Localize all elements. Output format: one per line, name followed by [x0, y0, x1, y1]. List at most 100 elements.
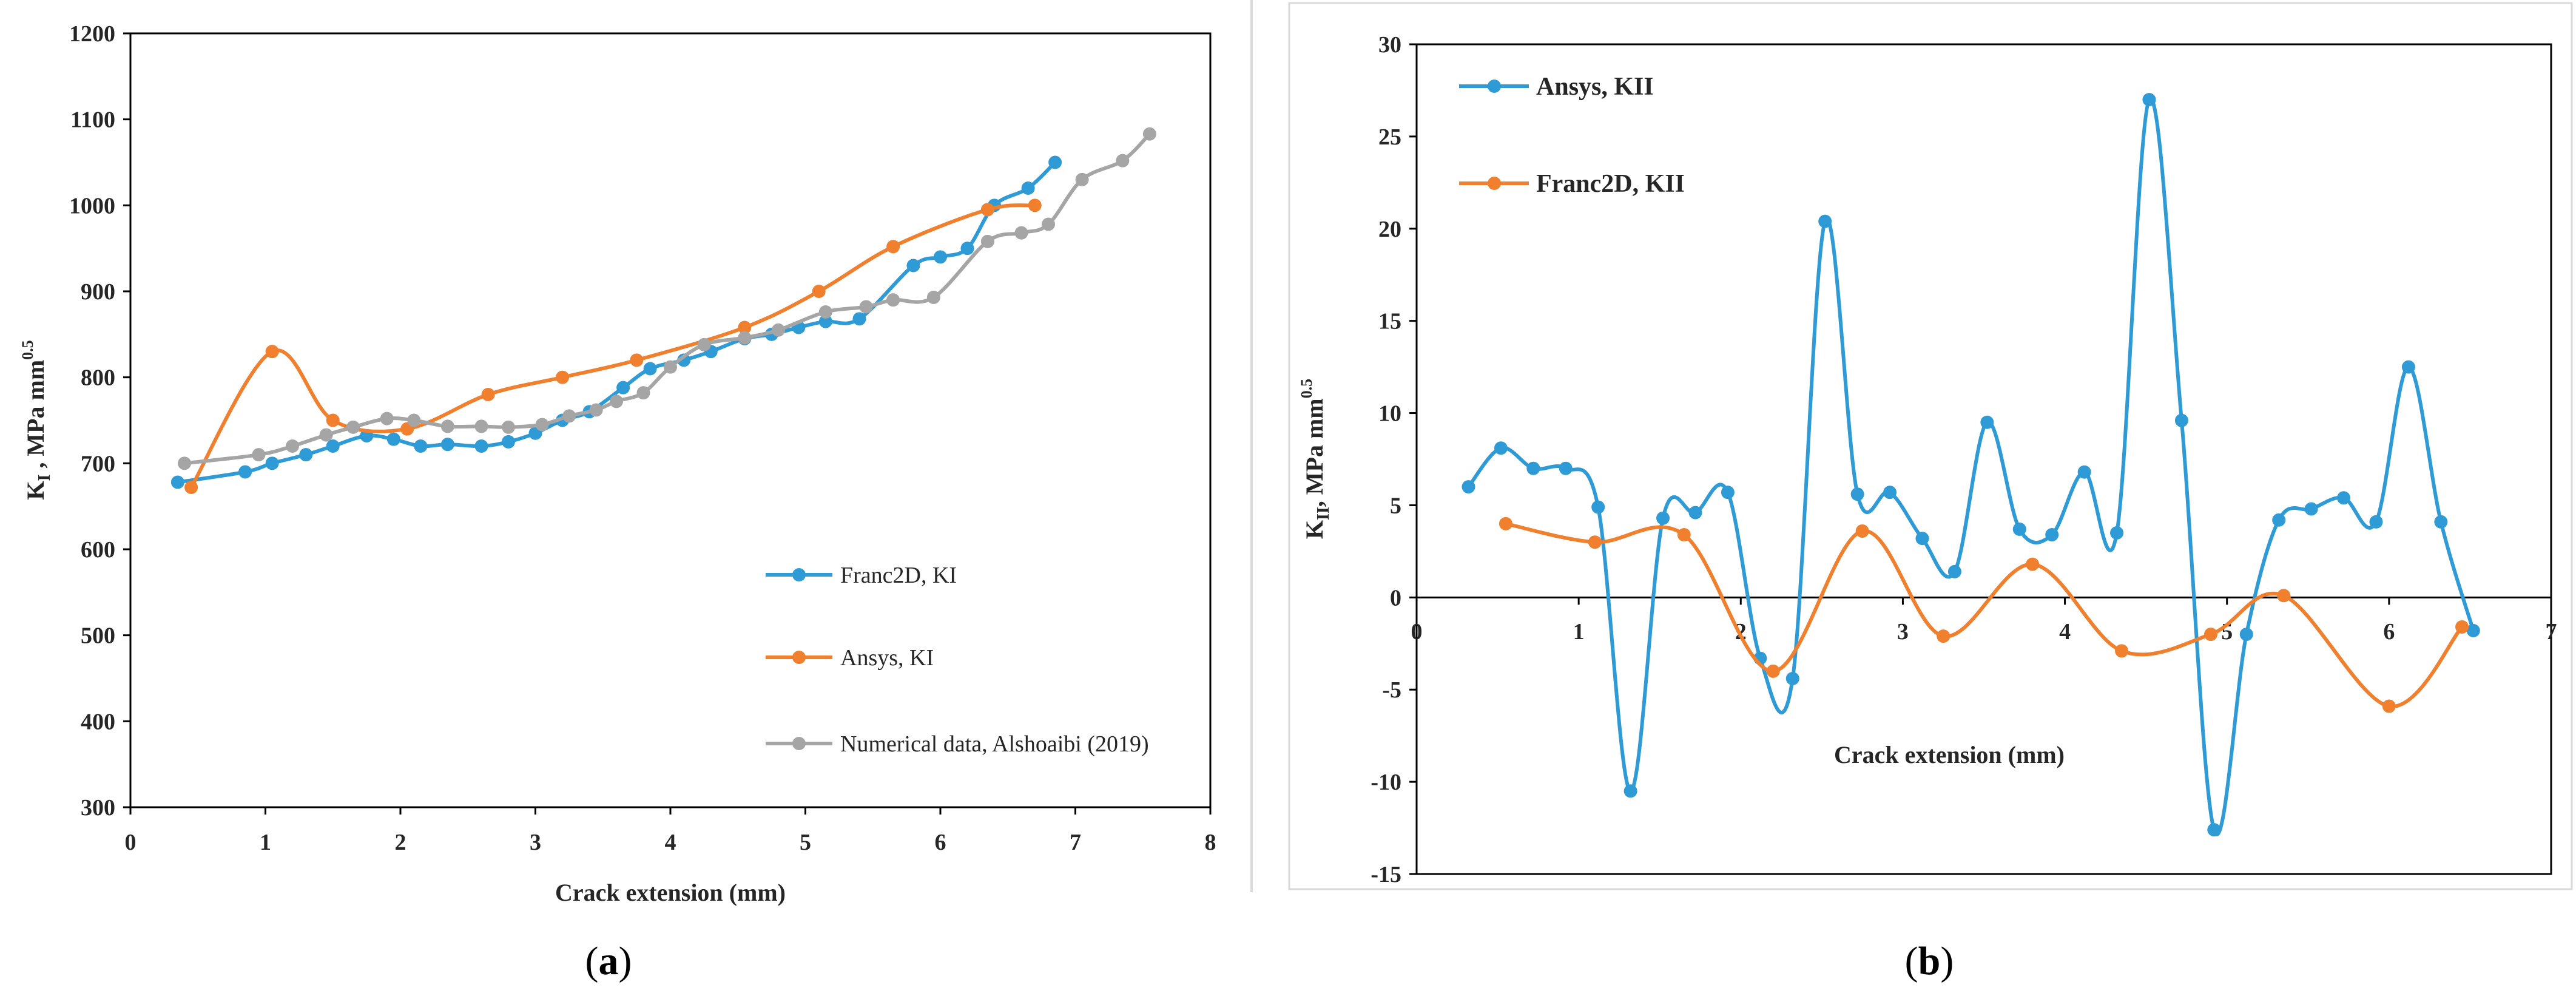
- panel-a-y-tick-label: 700: [81, 451, 115, 476]
- panel-b-y-tick-label: 20: [1378, 217, 1401, 242]
- panel-b-y-tick-label: -5: [1382, 677, 1401, 703]
- panel-a-y-tick-label: 300: [81, 795, 115, 821]
- panel-a-data-point-numerical-data-alshoaibi-2019: [980, 234, 994, 248]
- panel-a-data-point-numerical-data-alshoaibi-2019: [1075, 172, 1089, 186]
- panel-a-data-point-franc2d-ki: [170, 475, 184, 489]
- panel-b-data-point-ansys-kii: [2110, 526, 2124, 540]
- panel-a-data-point-franc2d-ki: [818, 314, 832, 328]
- panel-b-data-point-ansys-kii: [1591, 500, 1605, 514]
- panel-a-data-point-franc2d-ki: [643, 362, 657, 376]
- panel-a-data-point-numerical-data-alshoaibi-2019: [926, 290, 940, 304]
- panel-a-data-point-franc2d-ki: [1048, 155, 1062, 169]
- panel-b-y-tick-label: -15: [1371, 862, 1401, 887]
- panel-a-data-point-numerical-data-alshoaibi-2019: [535, 418, 549, 432]
- panel-b-legend: Ansys, KII Franc2D, KII: [1459, 73, 1685, 198]
- panel-b-data-point-ansys-kii: [2207, 823, 2221, 837]
- panel-b-data-point-ansys-kii: [2239, 628, 2253, 642]
- panel-b-legend-marker-ansys: [1488, 80, 1501, 93]
- panel-a-data-point-franc2d-ki: [265, 456, 279, 470]
- panel-b-y-tick-label: 25: [1378, 124, 1401, 150]
- panel-a-x-tick-label: 1: [260, 830, 271, 855]
- panel-a-legend-item-franc2d: Franc2D, KI: [766, 563, 957, 588]
- panel-a-x-tick-label: 0: [125, 830, 137, 855]
- panel-b-legend-item-franc2d: Franc2D, KII: [1459, 170, 1685, 198]
- panel-b-legend-label-franc2d: Franc2D, KII: [1536, 170, 1685, 198]
- panel-a-data-point-numerical-data-alshoaibi-2019: [1042, 217, 1055, 231]
- panel-b-data-point-ansys-kii: [2304, 502, 2318, 516]
- panel-a-data-point-ansys-ki: [812, 285, 826, 298]
- panel-b-data-point-ansys-kii: [2434, 515, 2448, 529]
- panel-a-data-point-ansys-ki: [556, 370, 569, 384]
- panel-a-data-point-numerical-data-alshoaibi-2019: [346, 420, 360, 434]
- panel-b-data-point-ansys-kii: [2401, 360, 2415, 374]
- panel-a-data-point-ansys-ki: [481, 388, 495, 401]
- panel-a-data-point-franc2d-ki: [906, 259, 920, 273]
- panel-a-legend-marker-franc2d: [792, 568, 806, 581]
- panel-a-data-point-numerical-data-alshoaibi-2019: [610, 395, 623, 408]
- panel-b-data-point-ansys-kii: [1623, 784, 1637, 798]
- panel-a-data-point-franc2d-ki: [1021, 181, 1035, 195]
- panel-a-legend-label-ansys: Ansys, KI: [840, 645, 934, 671]
- panel-a-y-tick-label: 500: [81, 623, 115, 649]
- panel-a-x-tick-label: 7: [1070, 830, 1081, 855]
- panel-a-data-point-numerical-data-alshoaibi-2019: [474, 419, 488, 433]
- panel-a-x-ticks: 0 1 2 3 4 5 6 7 8: [125, 807, 1216, 855]
- panel-a-x-tick-label: 5: [800, 830, 811, 855]
- panel-b-y-tick-label: -10: [1371, 770, 1401, 795]
- panel-a-data-point-franc2d-ki: [414, 439, 428, 453]
- panel-b-data-point-franc2d-kii: [2026, 557, 2040, 571]
- panel-a-data-point-numerical-data-alshoaibi-2019: [664, 360, 677, 374]
- panel-a-y-title-rest: , MPa mm: [22, 360, 49, 475]
- panel-b-data-point-franc2d-kii: [2204, 628, 2217, 642]
- panel-a-data-point-numerical-data-alshoaibi-2019: [178, 456, 191, 470]
- panel-b-data-point-franc2d-kii: [1766, 664, 1780, 678]
- panel-b-y-title-sup: 0.5: [1298, 379, 1315, 399]
- panel-b-data-point-ansys-kii: [1850, 487, 1864, 501]
- panel-b-data-point-ansys-kii: [1656, 511, 1670, 525]
- panel-a-data-point-numerical-data-alshoaibi-2019: [286, 439, 299, 453]
- panel-a-data-point-franc2d-ki: [502, 435, 515, 449]
- panel-a-legend-marker-ansys: [792, 651, 806, 664]
- panel-b-data-point-ansys-kii: [1559, 461, 1573, 475]
- panel-a-data-point-franc2d-ki: [440, 438, 454, 452]
- panel-b-legend-item-ansys: Ansys, KII: [1459, 73, 1654, 101]
- panel-a-data-point-numerical-data-alshoaibi-2019: [1014, 226, 1028, 240]
- panel-a-legend-marker-numerical: [792, 737, 806, 750]
- panel-a-data-point-numerical-data-alshoaibi-2019: [319, 428, 333, 442]
- panel-b-data-point-ansys-kii: [1526, 461, 1540, 475]
- panel-a-series: [170, 127, 1156, 494]
- panel-b-x-tick-label: 6: [2383, 619, 2395, 645]
- panel-a-series-line-numerical-data-alshoaibi-2019: [183, 132, 1151, 466]
- panel-a-y-tick-label: 1200: [69, 21, 115, 47]
- panel-b-data-point-franc2d-kii: [1588, 535, 1602, 549]
- panel-a-data-point-franc2d-ki: [238, 465, 252, 479]
- panel-a-data-point-numerical-data-alshoaibi-2019: [738, 331, 752, 345]
- panel-a-x-tick-label: 4: [665, 830, 676, 855]
- panel-b-y-tick-label: 0: [1390, 585, 1401, 611]
- panel-a-x-tick-label: 2: [395, 830, 406, 855]
- panel-b-data-point-ansys-kii: [2174, 413, 2188, 427]
- panel-a-data-point-franc2d-ki: [934, 250, 947, 264]
- panel-a-caption: (a): [585, 939, 632, 983]
- panel-b-data-point-ansys-kii: [1947, 564, 1961, 578]
- panel-b-data-point-ansys-kii: [2077, 465, 2091, 479]
- panel-a-data-point-numerical-data-alshoaibi-2019: [589, 403, 603, 417]
- panel-a-data-point-numerical-data-alshoaibi-2019: [562, 409, 576, 423]
- panel-a-legend-item-ansys: Ansys, KI: [766, 645, 934, 671]
- panel-a-caption-letter: a: [599, 939, 619, 983]
- panel-a-x-tick-label: 8: [1205, 830, 1216, 855]
- panel-a-data-point-numerical-data-alshoaibi-2019: [697, 337, 711, 351]
- panel-a-data-point-franc2d-ki: [299, 448, 313, 462]
- panel-a-data-point-numerical-data-alshoaibi-2019: [380, 412, 394, 425]
- panel-a-data-point-franc2d-ki: [852, 312, 866, 326]
- panel-a-y-tick-label: 900: [81, 279, 115, 305]
- panel-a-data-point-numerical-data-alshoaibi-2019: [818, 305, 832, 319]
- panel-b-data-point-franc2d-kii: [2455, 620, 2469, 634]
- panel-b-data-point-ansys-kii: [2369, 515, 2383, 529]
- panel-b-data-point-ansys-kii: [1883, 486, 1897, 500]
- panel-a-data-point-numerical-data-alshoaibi-2019: [440, 419, 454, 433]
